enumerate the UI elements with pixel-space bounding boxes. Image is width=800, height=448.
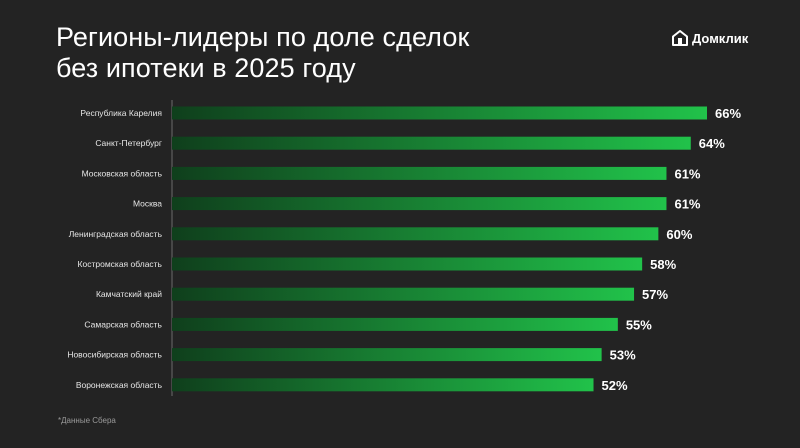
category-label: Москва (133, 199, 162, 209)
category-label: Ленинградская область (69, 229, 163, 239)
category-label: Самарская область (84, 319, 162, 329)
category-label: Московская область (82, 168, 163, 178)
bar (172, 378, 594, 392)
footnote: *Данные Сбера (58, 416, 116, 425)
chart-title: Регионы-лидеры по доле сделок без ипотек… (56, 22, 469, 84)
category-label: Воронежская область (76, 380, 163, 390)
value-label: 60% (666, 227, 692, 242)
value-label: 52% (602, 378, 628, 393)
domclick-logo-icon (672, 30, 688, 46)
value-label: 64% (699, 136, 725, 151)
value-label: 66% (715, 106, 741, 121)
title-line-1: Регионы-лидеры по доле сделок (56, 22, 470, 52)
category-label: Республика Карелия (80, 108, 162, 118)
bar (172, 257, 643, 271)
category-label: Камчатский край (96, 289, 162, 299)
brand-name: Домклик (692, 30, 749, 46)
value-label: 57% (642, 287, 668, 302)
category-label: Новосибирская область (67, 350, 162, 360)
bar (172, 166, 667, 180)
bar (172, 227, 659, 241)
value-label: 55% (626, 317, 652, 332)
category-label: Санкт-Петербург (95, 138, 162, 148)
value-label: 53% (610, 348, 636, 363)
value-label: 61% (674, 197, 700, 212)
value-label: 58% (650, 257, 676, 272)
value-label: 61% (674, 166, 700, 181)
bar (172, 106, 707, 120)
category-label: Костромская область (78, 259, 163, 269)
bar (172, 348, 602, 362)
bar (172, 317, 618, 331)
title-line-2: без ипотеки в 2025 году (56, 53, 356, 83)
bar (172, 197, 667, 211)
bar (172, 287, 635, 301)
brand-logo: Домклик (672, 30, 748, 46)
bar (172, 136, 691, 150)
